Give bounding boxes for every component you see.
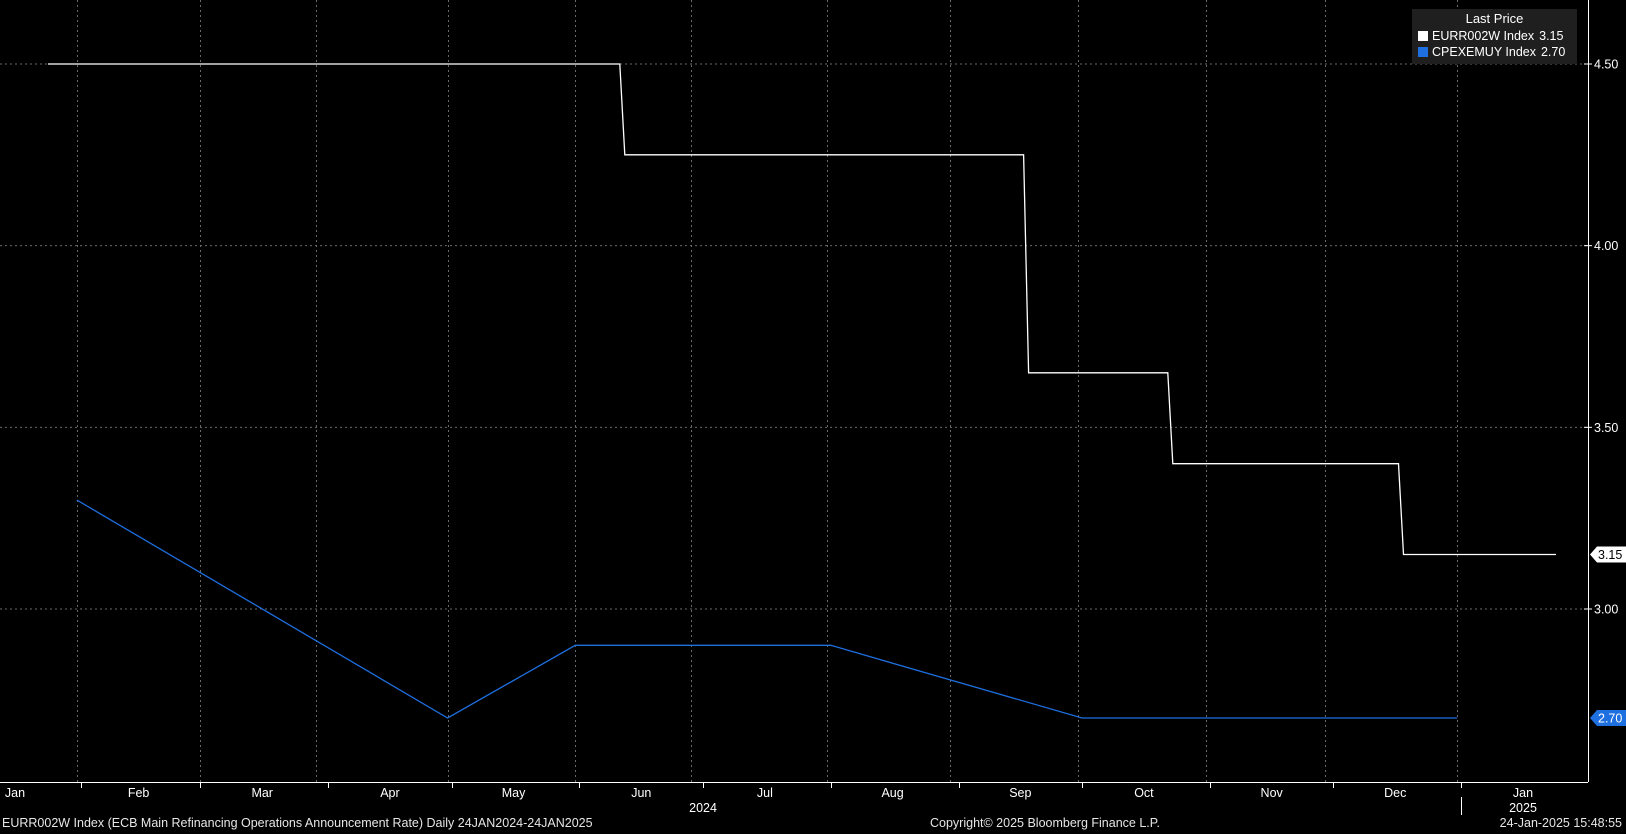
legend-entry-cpexemuy: CPEXEMUY Index 2.70 — [1418, 44, 1571, 60]
x-month-label: Dec — [1384, 786, 1406, 800]
series-lines — [48, 63, 1556, 719]
chart-description: EURR002W Index (ECB Main Refinancing Ope… — [2, 816, 593, 830]
last-value-flag-eurr002w — [1590, 546, 1626, 563]
y-tick-label: 4.50 — [1594, 58, 1618, 72]
last-value-flag-cpexemuy — [1590, 710, 1626, 726]
x-month-label: Jan — [1513, 786, 1533, 800]
x-month-label: Jun — [631, 786, 651, 800]
x-month-label: Aug — [881, 786, 903, 800]
series-line-eurr002w — [48, 63, 1556, 556]
axes — [0, 0, 1592, 815]
x-month-label: May — [502, 786, 526, 800]
x-month-label: Apr — [380, 786, 399, 800]
x-month-label: Jan — [5, 786, 25, 800]
copyright-text: Copyright© 2025 Bloomberg Finance L.P. — [930, 816, 1160, 830]
grid-lines — [0, 0, 1588, 782]
x-month-label: Nov — [1261, 786, 1284, 800]
legend-series-value: 3.15 — [1539, 29, 1564, 43]
y-tick-label: 3.00 — [1594, 603, 1618, 617]
chart-legend: Last Price EURR002W Index 3.15 CPEXEMUY … — [1412, 9, 1577, 64]
x-month-label: Mar — [251, 786, 273, 800]
last-value-label: 2.70 — [1598, 712, 1622, 726]
series-line-cpexemuy — [76, 499, 1458, 719]
legend-swatch-eurr002w — [1418, 31, 1428, 41]
axis-labels: 3.00 3.50 4.00 4.50 Jan Feb Mar Apr May Jun Jul Aug… — [5, 58, 1626, 815]
x-month-label: Oct — [1134, 786, 1154, 800]
legend-entry-eurr002w: EURR002W Index 3.15 — [1418, 28, 1571, 44]
legend-title: Last Price — [1465, 11, 1524, 26]
legend-series-name: CPEXEMUY Index — [1432, 45, 1536, 59]
x-month-label: Feb — [128, 786, 150, 800]
y-tick-label: 4.00 — [1594, 239, 1618, 253]
x-year-label: 2025 — [1509, 801, 1537, 815]
last-value-label: 3.15 — [1598, 548, 1622, 562]
x-year-label: 2024 — [689, 801, 717, 815]
legend-swatch-cpexemuy — [1418, 47, 1428, 57]
timestamp: 24-Jan-2025 15:48:55 — [1499, 816, 1622, 830]
x-month-label: Jul — [757, 786, 773, 800]
x-month-label: Sep — [1009, 786, 1031, 800]
y-tick-label: 3.50 — [1594, 421, 1618, 435]
legend-series-value: 2.70 — [1540, 45, 1566, 59]
legend-series-name: EURR002W Index — [1432, 29, 1535, 43]
